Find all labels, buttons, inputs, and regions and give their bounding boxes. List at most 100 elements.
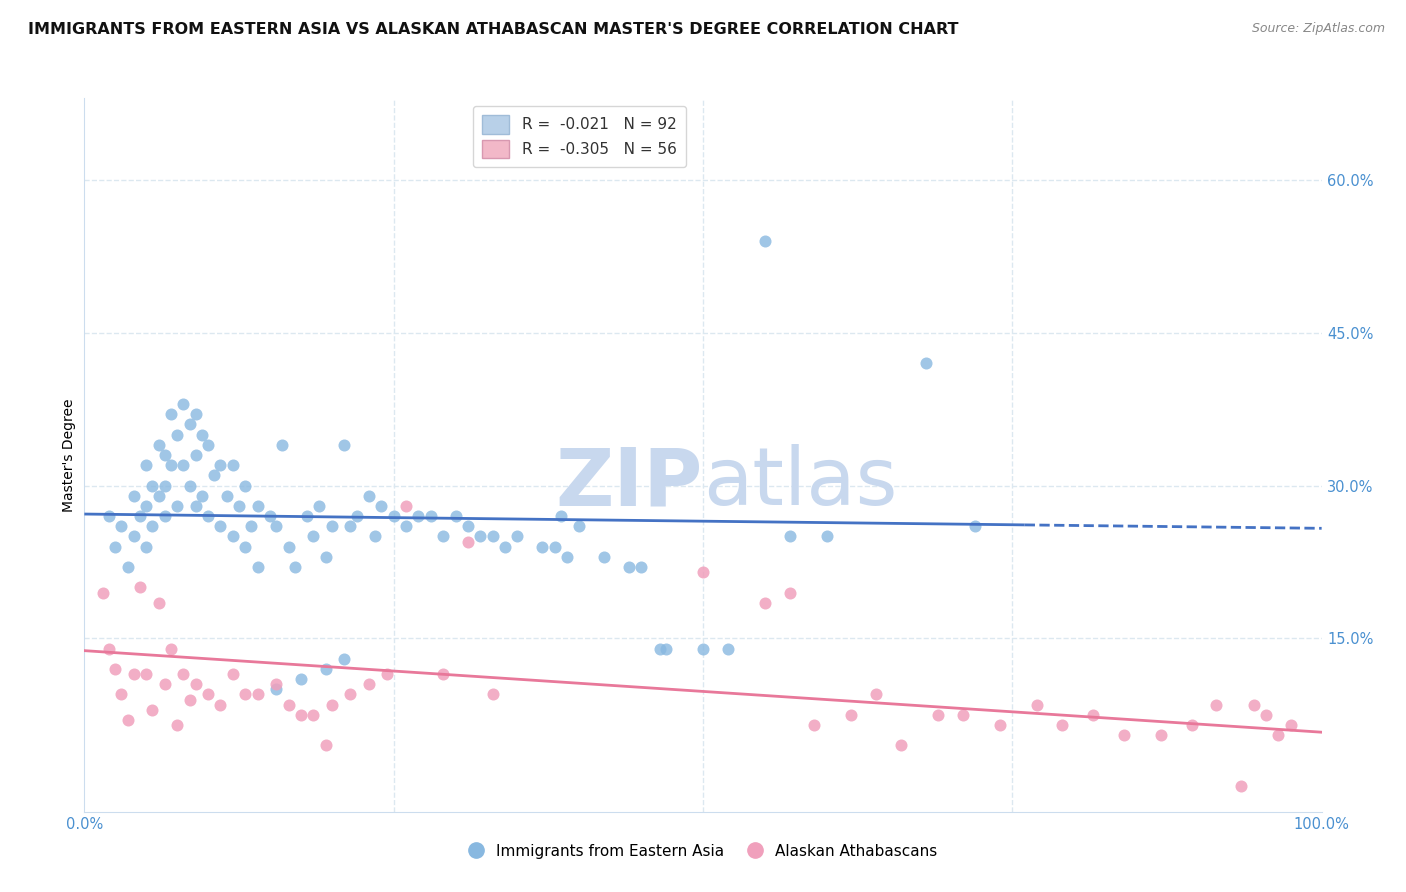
Point (191, 489, 214, 503)
Point (333, 652, 356, 666)
Point (122, 667, 145, 681)
Point (302, 529, 325, 543)
Point (104, 540, 127, 554)
Point (295, 509, 318, 524)
Point (1243, 698, 1265, 712)
Point (197, 509, 219, 524)
Point (988, 718, 1011, 732)
Point (166, 427, 188, 442)
Point (395, 519, 418, 533)
Point (717, 641, 740, 656)
Point (104, 662, 127, 676)
Point (129, 581, 152, 595)
Point (135, 499, 157, 513)
Point (172, 458, 194, 472)
Point (191, 427, 214, 442)
Point (110, 688, 132, 702)
Point (240, 519, 263, 533)
Point (1112, 728, 1135, 742)
Point (457, 534, 479, 549)
Point (395, 499, 418, 513)
Point (277, 540, 299, 554)
Point (357, 489, 380, 503)
Point (184, 499, 207, 513)
Point (481, 688, 503, 702)
Point (617, 560, 640, 574)
Point (655, 641, 678, 656)
Point (129, 509, 152, 524)
Point (172, 397, 194, 411)
Point (271, 438, 294, 452)
Point (927, 707, 949, 722)
Point (160, 458, 183, 472)
Point (408, 509, 430, 524)
Point (890, 739, 912, 753)
Point (264, 677, 287, 691)
Point (692, 641, 714, 656)
Point (135, 667, 157, 681)
Point (246, 688, 269, 702)
Point (148, 596, 170, 610)
Point (277, 698, 299, 712)
Point (141, 519, 163, 533)
Point (531, 540, 554, 554)
Point (432, 529, 454, 543)
Point (1081, 707, 1104, 722)
Point (233, 540, 256, 554)
Point (803, 718, 825, 732)
Point (494, 540, 516, 554)
Point (117, 560, 139, 574)
Point (444, 509, 467, 524)
Point (419, 509, 441, 524)
Point (184, 407, 207, 421)
Point (543, 540, 565, 554)
Point (1181, 718, 1204, 732)
Point (754, 234, 776, 248)
Point (153, 509, 176, 524)
Point (209, 519, 232, 533)
Point (648, 641, 671, 656)
Point (91, 585, 114, 599)
Point (308, 499, 330, 513)
Point (284, 560, 307, 574)
Point (160, 407, 183, 421)
Point (160, 641, 183, 656)
Point (98, 641, 121, 656)
Point (1279, 718, 1302, 732)
Point (233, 478, 256, 492)
Point (246, 499, 269, 513)
Point (110, 519, 132, 533)
Point (779, 585, 801, 599)
Point (264, 519, 287, 533)
Point (148, 438, 170, 452)
Point (184, 448, 207, 462)
Point (184, 677, 207, 691)
Point (333, 438, 356, 452)
Point (1026, 698, 1049, 712)
Point (302, 707, 325, 722)
Point (1150, 728, 1173, 742)
Point (779, 529, 801, 543)
Point (865, 688, 887, 702)
Point (364, 529, 387, 543)
Point (481, 529, 503, 543)
Point (153, 448, 176, 462)
Point (197, 688, 219, 702)
Point (222, 667, 245, 681)
Point (172, 667, 194, 681)
Point (1050, 718, 1073, 732)
Point (952, 707, 974, 722)
Y-axis label: Master's Degree: Master's Degree (62, 398, 76, 512)
Point (202, 468, 225, 483)
Point (233, 688, 256, 702)
Point (290, 672, 312, 686)
Point (965, 519, 987, 533)
Point (122, 529, 145, 543)
Point (222, 458, 245, 472)
Point (122, 489, 145, 503)
Point (432, 667, 454, 681)
Point (153, 677, 176, 691)
Point (754, 596, 776, 610)
Point (209, 458, 232, 472)
Point (228, 499, 250, 513)
